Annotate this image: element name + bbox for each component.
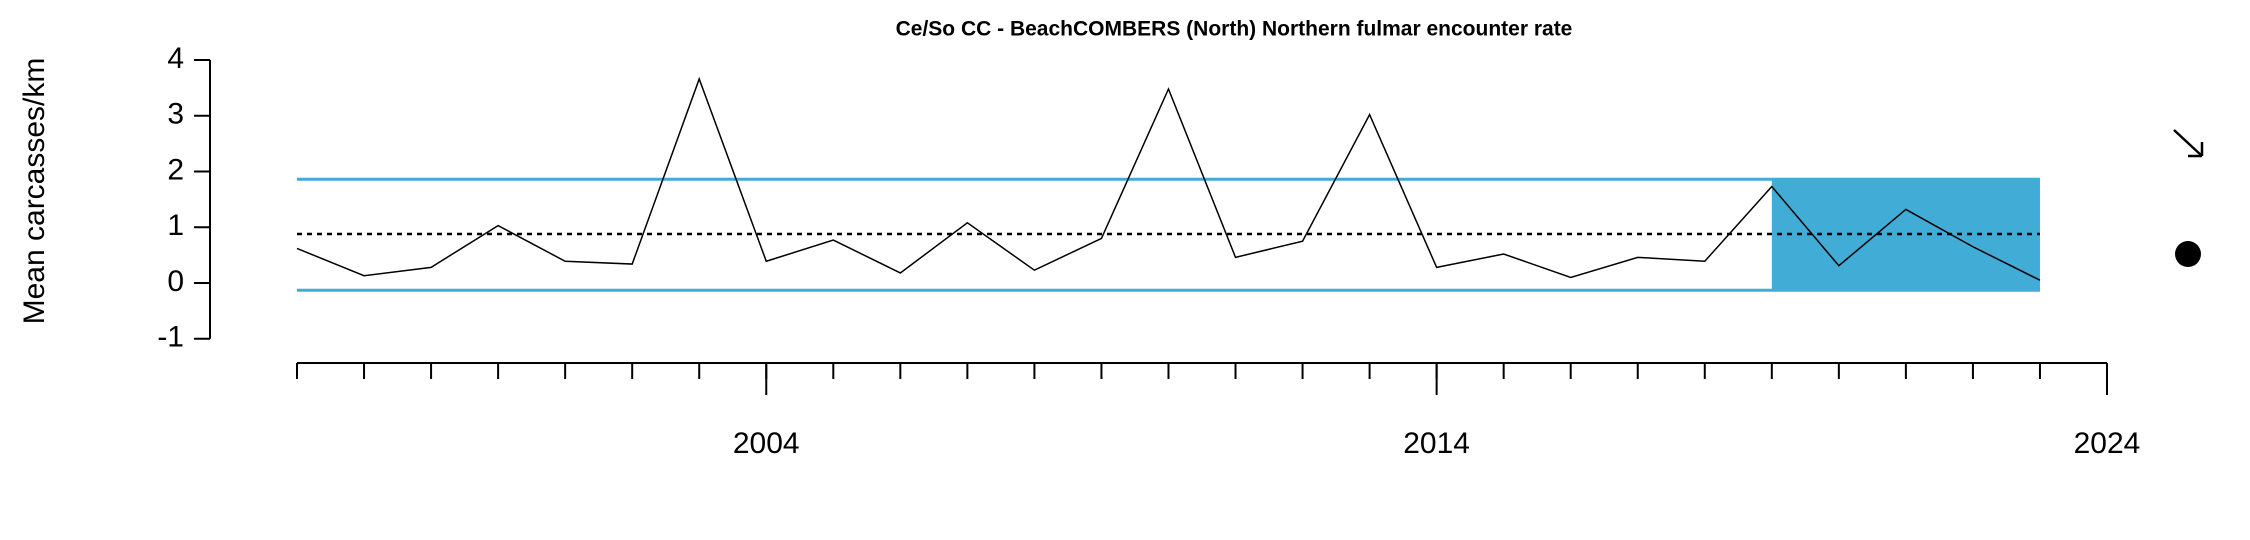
- x-tick-label: 2014: [1403, 427, 1470, 460]
- y-tick-label: 3: [167, 98, 184, 131]
- highlight-region: [1771, 179, 2040, 291]
- y-tick-label: 1: [167, 209, 184, 242]
- y-tick-label: 4: [167, 42, 184, 75]
- y-tick-label: -1: [157, 321, 184, 354]
- x-tick-label: 2024: [2074, 427, 2141, 460]
- status-dot: [2175, 241, 2201, 267]
- chart-title: Ce/So CC - BeachCOMBERS (North) Northern…: [896, 18, 1573, 41]
- trend-arrow: [2173, 129, 2204, 158]
- y-axis-label: Mean carcasses/km: [18, 58, 51, 325]
- y-tick-label: 0: [167, 265, 184, 298]
- y-tick-label: 2: [167, 153, 184, 186]
- data-line: [296, 76, 2041, 281]
- x-tick-label: 2004: [733, 427, 800, 460]
